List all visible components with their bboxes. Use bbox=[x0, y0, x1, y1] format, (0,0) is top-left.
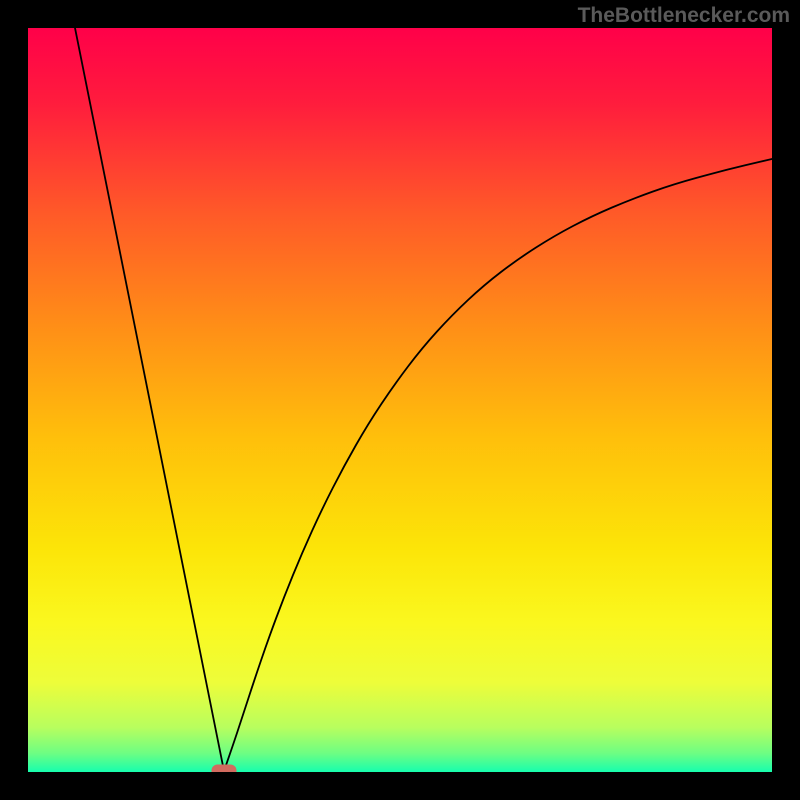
watermark-text: TheBottlenecker.com bbox=[578, 4, 790, 28]
min-marker bbox=[212, 765, 237, 773]
chart-container: { "watermark": { "text": "TheBottlenecke… bbox=[0, 0, 800, 800]
plot-area bbox=[28, 28, 772, 772]
bottleneck-curve bbox=[28, 28, 772, 772]
